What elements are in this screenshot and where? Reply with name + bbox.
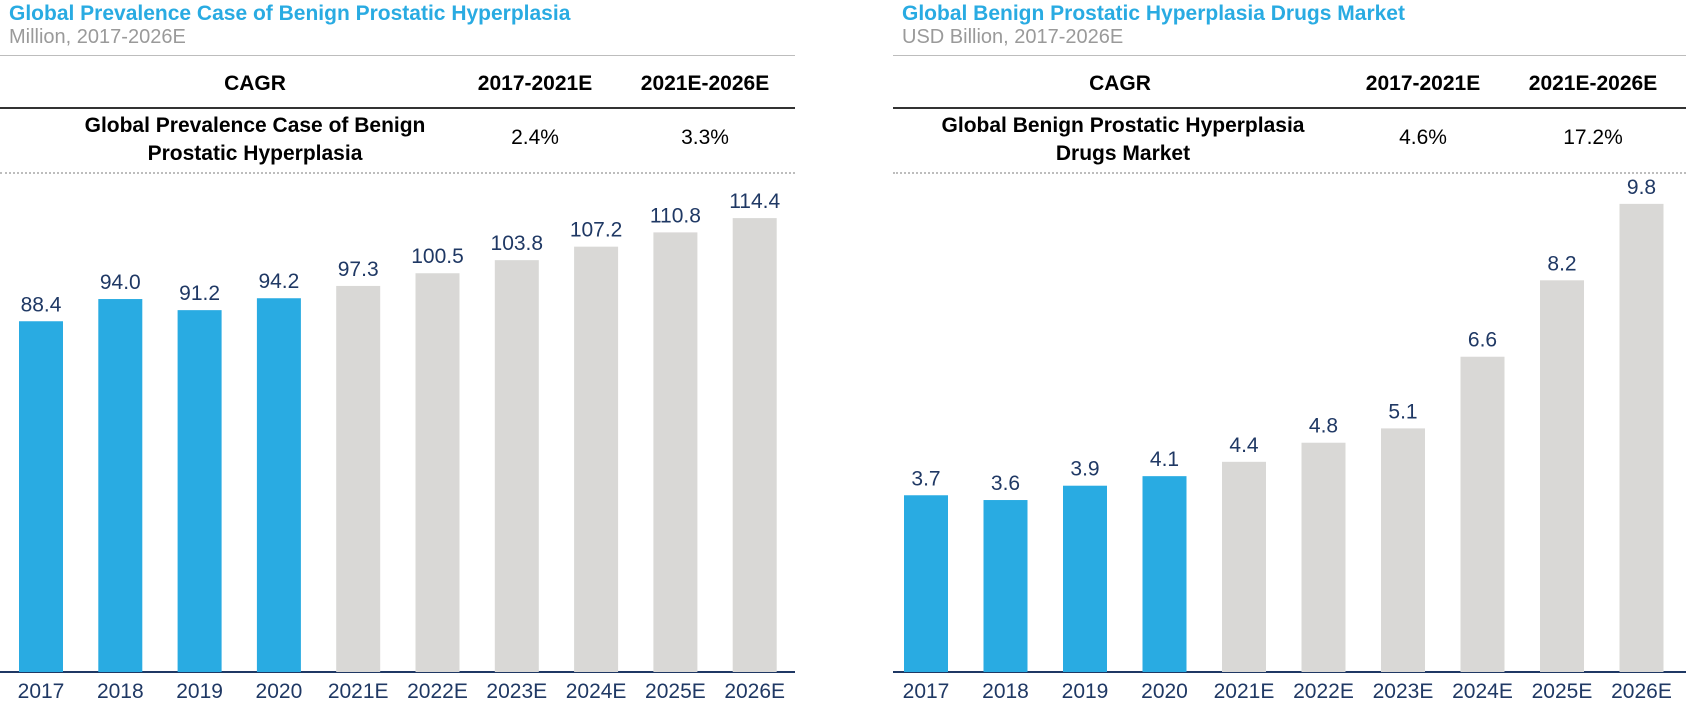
table-bottom-rule: [893, 172, 1686, 174]
bar-2023e: [1381, 428, 1425, 672]
data-label: 91.2: [179, 282, 220, 305]
x-tick-label: 2024E: [1452, 680, 1513, 703]
cagr-header-period-1: 2017-2021E: [1365, 72, 1481, 95]
data-label: 4.4: [1229, 434, 1259, 457]
data-label: 4.8: [1309, 415, 1338, 438]
bar-2017: [19, 321, 63, 672]
cagr-row-label: Global Benign Prostatic Hyperplasia Drug…: [941, 114, 1305, 165]
data-label: 3.7: [911, 467, 940, 490]
cagr-value-period-1: 4.6%: [1399, 126, 1447, 149]
bar-2019: [1063, 485, 1107, 672]
bar-chart-prevalence: 88.4 2017 94.0 2018 91.2 2019 94.2 2020 97.3 2021…: [0, 190, 795, 703]
cagr-header-period-1: 2017-2021E: [477, 72, 593, 95]
table-header-rule: [0, 107, 795, 109]
bar-2022e: [1301, 442, 1346, 672]
data-label: 3.9: [1070, 458, 1099, 481]
x-tick-label: 2020: [1141, 680, 1188, 703]
x-tick-label: 2017: [18, 680, 65, 703]
chart-title: Global Benign Prostatic Hyperplasia Drug…: [902, 2, 1405, 25]
data-label: 97.3: [338, 258, 379, 281]
x-tick-label: 2023E: [1373, 680, 1434, 703]
data-label: 94.0: [100, 271, 141, 294]
data-label: 3.6: [991, 472, 1020, 495]
cagr-row-label: Global Prevalence Case of Benign Prostat…: [84, 114, 426, 165]
bar-2018: [983, 500, 1028, 672]
chart-subtitle: USD Billion, 2017-2026E: [902, 26, 1124, 48]
cagr-value-period-2: 3.3%: [681, 126, 729, 149]
chart-subtitle: Million, 2017-2026E: [9, 26, 186, 48]
bar-2026e: [1619, 203, 1664, 673]
cagr-header-period-2: 2021E-2026E: [1528, 72, 1658, 95]
x-tick-label: 2019: [1062, 680, 1109, 703]
data-label: 110.8: [650, 204, 701, 227]
data-label: 88.4: [21, 293, 62, 316]
x-tick-label: 2026E: [724, 680, 785, 703]
data-label: 107.2: [570, 219, 623, 242]
x-tick-label: 2018: [97, 680, 144, 703]
table-bottom-rule: [0, 172, 795, 174]
x-tick-label: 2021E: [1214, 680, 1275, 703]
table-header-rule: [893, 107, 1686, 109]
x-tick-label: 2025E: [645, 680, 706, 703]
data-label: 9.8: [1627, 176, 1656, 199]
bar-2024e: [1460, 356, 1505, 672]
x-tick-label: 2024E: [566, 680, 627, 703]
divider: [0, 55, 795, 56]
bar-2023e: [494, 260, 539, 672]
x-tick-label: 2020: [256, 680, 303, 703]
data-label: 4.1: [1150, 448, 1179, 471]
bar-2017: [904, 495, 948, 672]
chart-title: Global Prevalence Case of Benign Prostat…: [9, 2, 571, 25]
bar-2024e: [574, 246, 619, 672]
bar-2025e: [653, 232, 698, 672]
x-tick-label: 2018: [982, 680, 1029, 703]
cagr-header-label: CAGR: [1089, 72, 1151, 95]
bar-chart-drugs-market: 3.7 2017 3.6 2018 3.9 2019 4.1 2020 4.4 2021E 4.8 2…: [893, 176, 1686, 703]
data-label: 5.1: [1388, 400, 1417, 423]
x-tick-label: 2022E: [407, 680, 468, 703]
bar-2021e: [1222, 461, 1266, 672]
x-tick-label: 2022E: [1293, 680, 1354, 703]
bar-2021e: [336, 285, 381, 672]
bar-2022e: [415, 273, 460, 672]
x-tick-label: 2021E: [328, 680, 389, 703]
bar-2025e: [1540, 280, 1584, 672]
data-label: 94.2: [258, 270, 299, 293]
bar-2019: [177, 310, 222, 672]
x-tick-label: 2019: [176, 680, 223, 703]
bar-2026e: [732, 218, 777, 672]
cagr-value-period-2: 17.2%: [1563, 126, 1623, 149]
bar-2020: [1142, 476, 1187, 672]
data-label: 6.6: [1468, 329, 1497, 352]
cagr-value-period-1: 2.4%: [511, 126, 559, 149]
x-tick-label: 2025E: [1532, 680, 1593, 703]
cagr-header-label: CAGR: [224, 72, 286, 95]
divider: [893, 55, 1686, 56]
x-tick-label: 2026E: [1611, 680, 1672, 703]
data-label: 100.5: [411, 245, 464, 268]
data-label: 8.2: [1547, 252, 1576, 275]
bar-2020: [256, 298, 301, 672]
data-label: 103.8: [491, 232, 544, 255]
x-tick-label: 2023E: [486, 680, 547, 703]
data-label: 114.4: [729, 190, 780, 213]
bar-2018: [98, 299, 143, 672]
x-tick-label: 2017: [903, 680, 950, 703]
cagr-header-period-2: 2021E-2026E: [640, 72, 770, 95]
